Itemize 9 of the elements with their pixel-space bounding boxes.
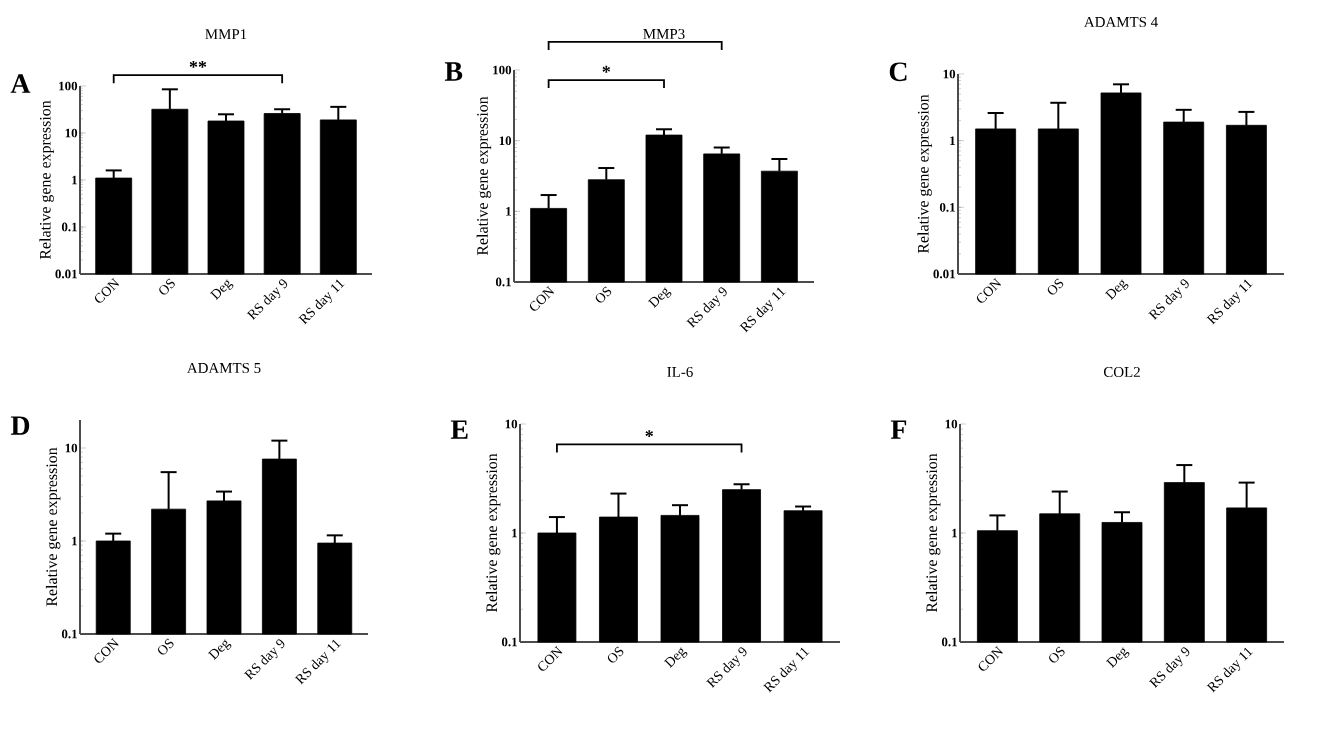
text: E (450, 420, 468, 439)
text: B (444, 62, 463, 81)
text: A (10, 74, 31, 93)
annotation: * (645, 430, 653, 437)
text: F (890, 420, 907, 439)
text: C (889, 62, 907, 82)
annotation: * (602, 65, 611, 73)
text: ** (189, 60, 207, 68)
text: D (10, 416, 30, 435)
